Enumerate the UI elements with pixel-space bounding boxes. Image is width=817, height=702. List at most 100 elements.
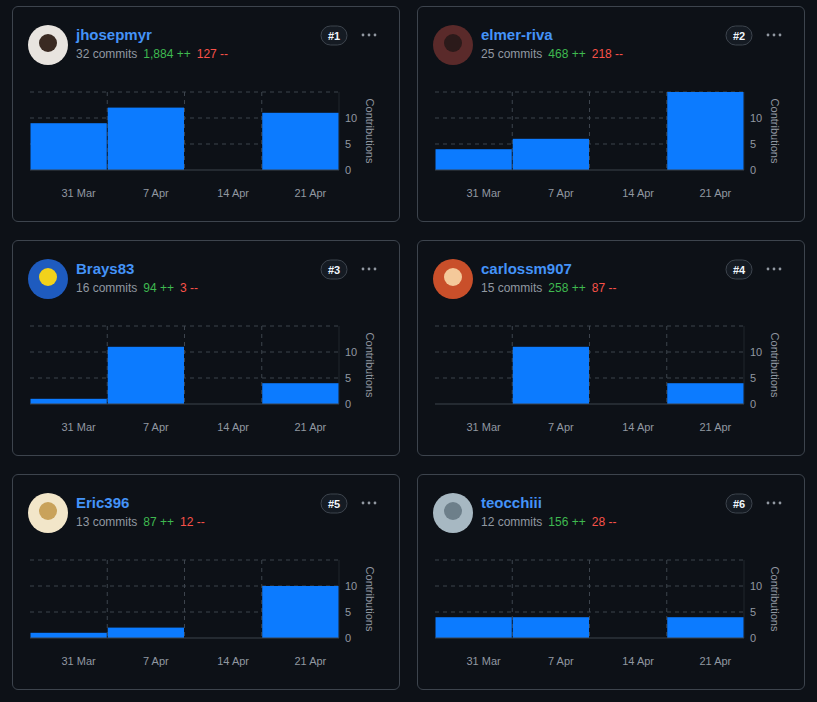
y-tick-label: 0	[345, 632, 351, 644]
username[interactable]: Brays83	[76, 260, 134, 277]
menu-dot[interactable]	[368, 34, 371, 37]
menu-dot[interactable]	[779, 502, 782, 505]
y-tick-label: 5	[345, 372, 351, 384]
username[interactable]: Eric396	[76, 494, 129, 511]
menu-dot[interactable]	[362, 34, 365, 37]
menu-dot[interactable]	[767, 34, 770, 37]
y-axis-label: Contributions	[364, 567, 376, 632]
baseline	[435, 638, 744, 639]
menu-dot[interactable]	[374, 34, 377, 37]
deletions: 3 --	[180, 281, 198, 295]
username[interactable]: jhosepmyr	[75, 26, 152, 43]
bar	[667, 92, 743, 170]
grid-line-x	[589, 560, 590, 638]
baseline	[435, 170, 744, 171]
bar	[31, 399, 107, 404]
deletions: 28 --	[592, 515, 617, 529]
x-tick-label: 21 Apr	[294, 187, 326, 199]
rank-badge	[726, 494, 752, 513]
bar	[436, 617, 512, 638]
x-tick-label: 14 Apr	[622, 421, 654, 433]
bars	[31, 347, 339, 404]
username[interactable]: elmer-riva	[481, 26, 553, 43]
y-tick-label: 0	[345, 164, 351, 176]
y-axis-label: Contributions	[769, 567, 781, 632]
bars	[31, 108, 339, 170]
bar	[513, 617, 589, 638]
card-chart: Eric39613 commits87 ++12 --#5051031 Mar7…	[12, 474, 400, 690]
grid-line-x	[184, 92, 185, 170]
menu-dot[interactable]	[362, 502, 365, 505]
x-tick-label: 31 Mar	[467, 655, 502, 667]
x-tick-label: 7 Apr	[548, 421, 574, 433]
y-axis-label: Contributions	[769, 99, 781, 164]
grid-line-x	[512, 560, 513, 638]
bar	[513, 139, 589, 170]
menu-dot[interactable]	[368, 502, 371, 505]
additions: 87 ++	[143, 515, 174, 529]
grid-line-x	[512, 326, 513, 404]
y-axis-label: Contributions	[364, 99, 376, 164]
avatar-detail	[39, 502, 57, 520]
additions: 258 ++	[548, 281, 585, 295]
menu-dot[interactable]	[374, 268, 377, 271]
y-tick-label: 10	[750, 112, 762, 124]
x-tick-label: 21 Apr	[294, 655, 326, 667]
avatar	[433, 493, 473, 533]
grid-line-x	[261, 560, 262, 638]
menu-dot[interactable]	[767, 502, 770, 505]
menu-dot[interactable]	[773, 34, 776, 37]
bar	[667, 383, 743, 404]
username[interactable]: carlossm907	[481, 260, 572, 277]
commit-count: 15 commits	[481, 281, 542, 295]
y-tick-label: 5	[750, 606, 756, 618]
avatar-detail	[444, 34, 462, 52]
bars	[436, 92, 744, 170]
contributor-card: Eric39613 commits87 ++12 --#5051031 Mar7…	[12, 474, 400, 690]
avatar	[28, 25, 68, 65]
grid-line-x	[512, 92, 513, 170]
x-tick-label: 7 Apr	[548, 187, 574, 199]
deletions: 127 --	[197, 47, 228, 61]
contributor-card: jhosepmyr32 commits1,884 ++127 --#105103…	[12, 6, 400, 222]
y-tick-label: 10	[750, 580, 762, 592]
baseline	[30, 404, 339, 405]
menu-dot[interactable]	[773, 502, 776, 505]
y-tick-label: 10	[345, 112, 357, 124]
bars	[436, 617, 744, 638]
additions: 1,884 ++	[143, 47, 190, 61]
y-tick-label: 10	[345, 580, 357, 592]
x-tick-label: 31 Mar	[62, 421, 97, 433]
grid-line-x	[261, 326, 262, 404]
card-chart: jhosepmyr32 commits1,884 ++127 --#105103…	[12, 6, 400, 222]
card-chart: Brays8316 commits94 ++3 --#3051031 Mar7 …	[12, 240, 400, 456]
menu-dot[interactable]	[767, 268, 770, 271]
bar	[31, 123, 107, 170]
grid-line-x	[107, 560, 108, 638]
x-tick-label: 31 Mar	[467, 187, 502, 199]
grid-line-x	[589, 326, 590, 404]
menu-dot[interactable]	[362, 268, 365, 271]
menu-dot[interactable]	[779, 34, 782, 37]
deletions: 218 --	[592, 47, 623, 61]
menu-dot[interactable]	[773, 268, 776, 271]
y-tick-label: 0	[345, 398, 351, 410]
menu-dot[interactable]	[368, 268, 371, 271]
rank: #6	[733, 498, 745, 510]
bar	[108, 628, 184, 638]
rank: #5	[328, 498, 340, 510]
grid-line-x	[107, 326, 108, 404]
avatar	[28, 493, 68, 533]
x-tick-label: 21 Apr	[699, 187, 731, 199]
bar	[513, 347, 589, 404]
username[interactable]: teocchiii	[481, 494, 542, 511]
menu-dot[interactable]	[374, 502, 377, 505]
x-tick-label: 14 Apr	[217, 421, 249, 433]
x-tick-label: 21 Apr	[699, 421, 731, 433]
menu-dot[interactable]	[779, 268, 782, 271]
x-tick-label: 7 Apr	[143, 421, 169, 433]
deletions: 87 --	[592, 281, 617, 295]
bar	[108, 347, 184, 404]
y-tick-label: 10	[750, 346, 762, 358]
rank: #3	[328, 264, 340, 276]
